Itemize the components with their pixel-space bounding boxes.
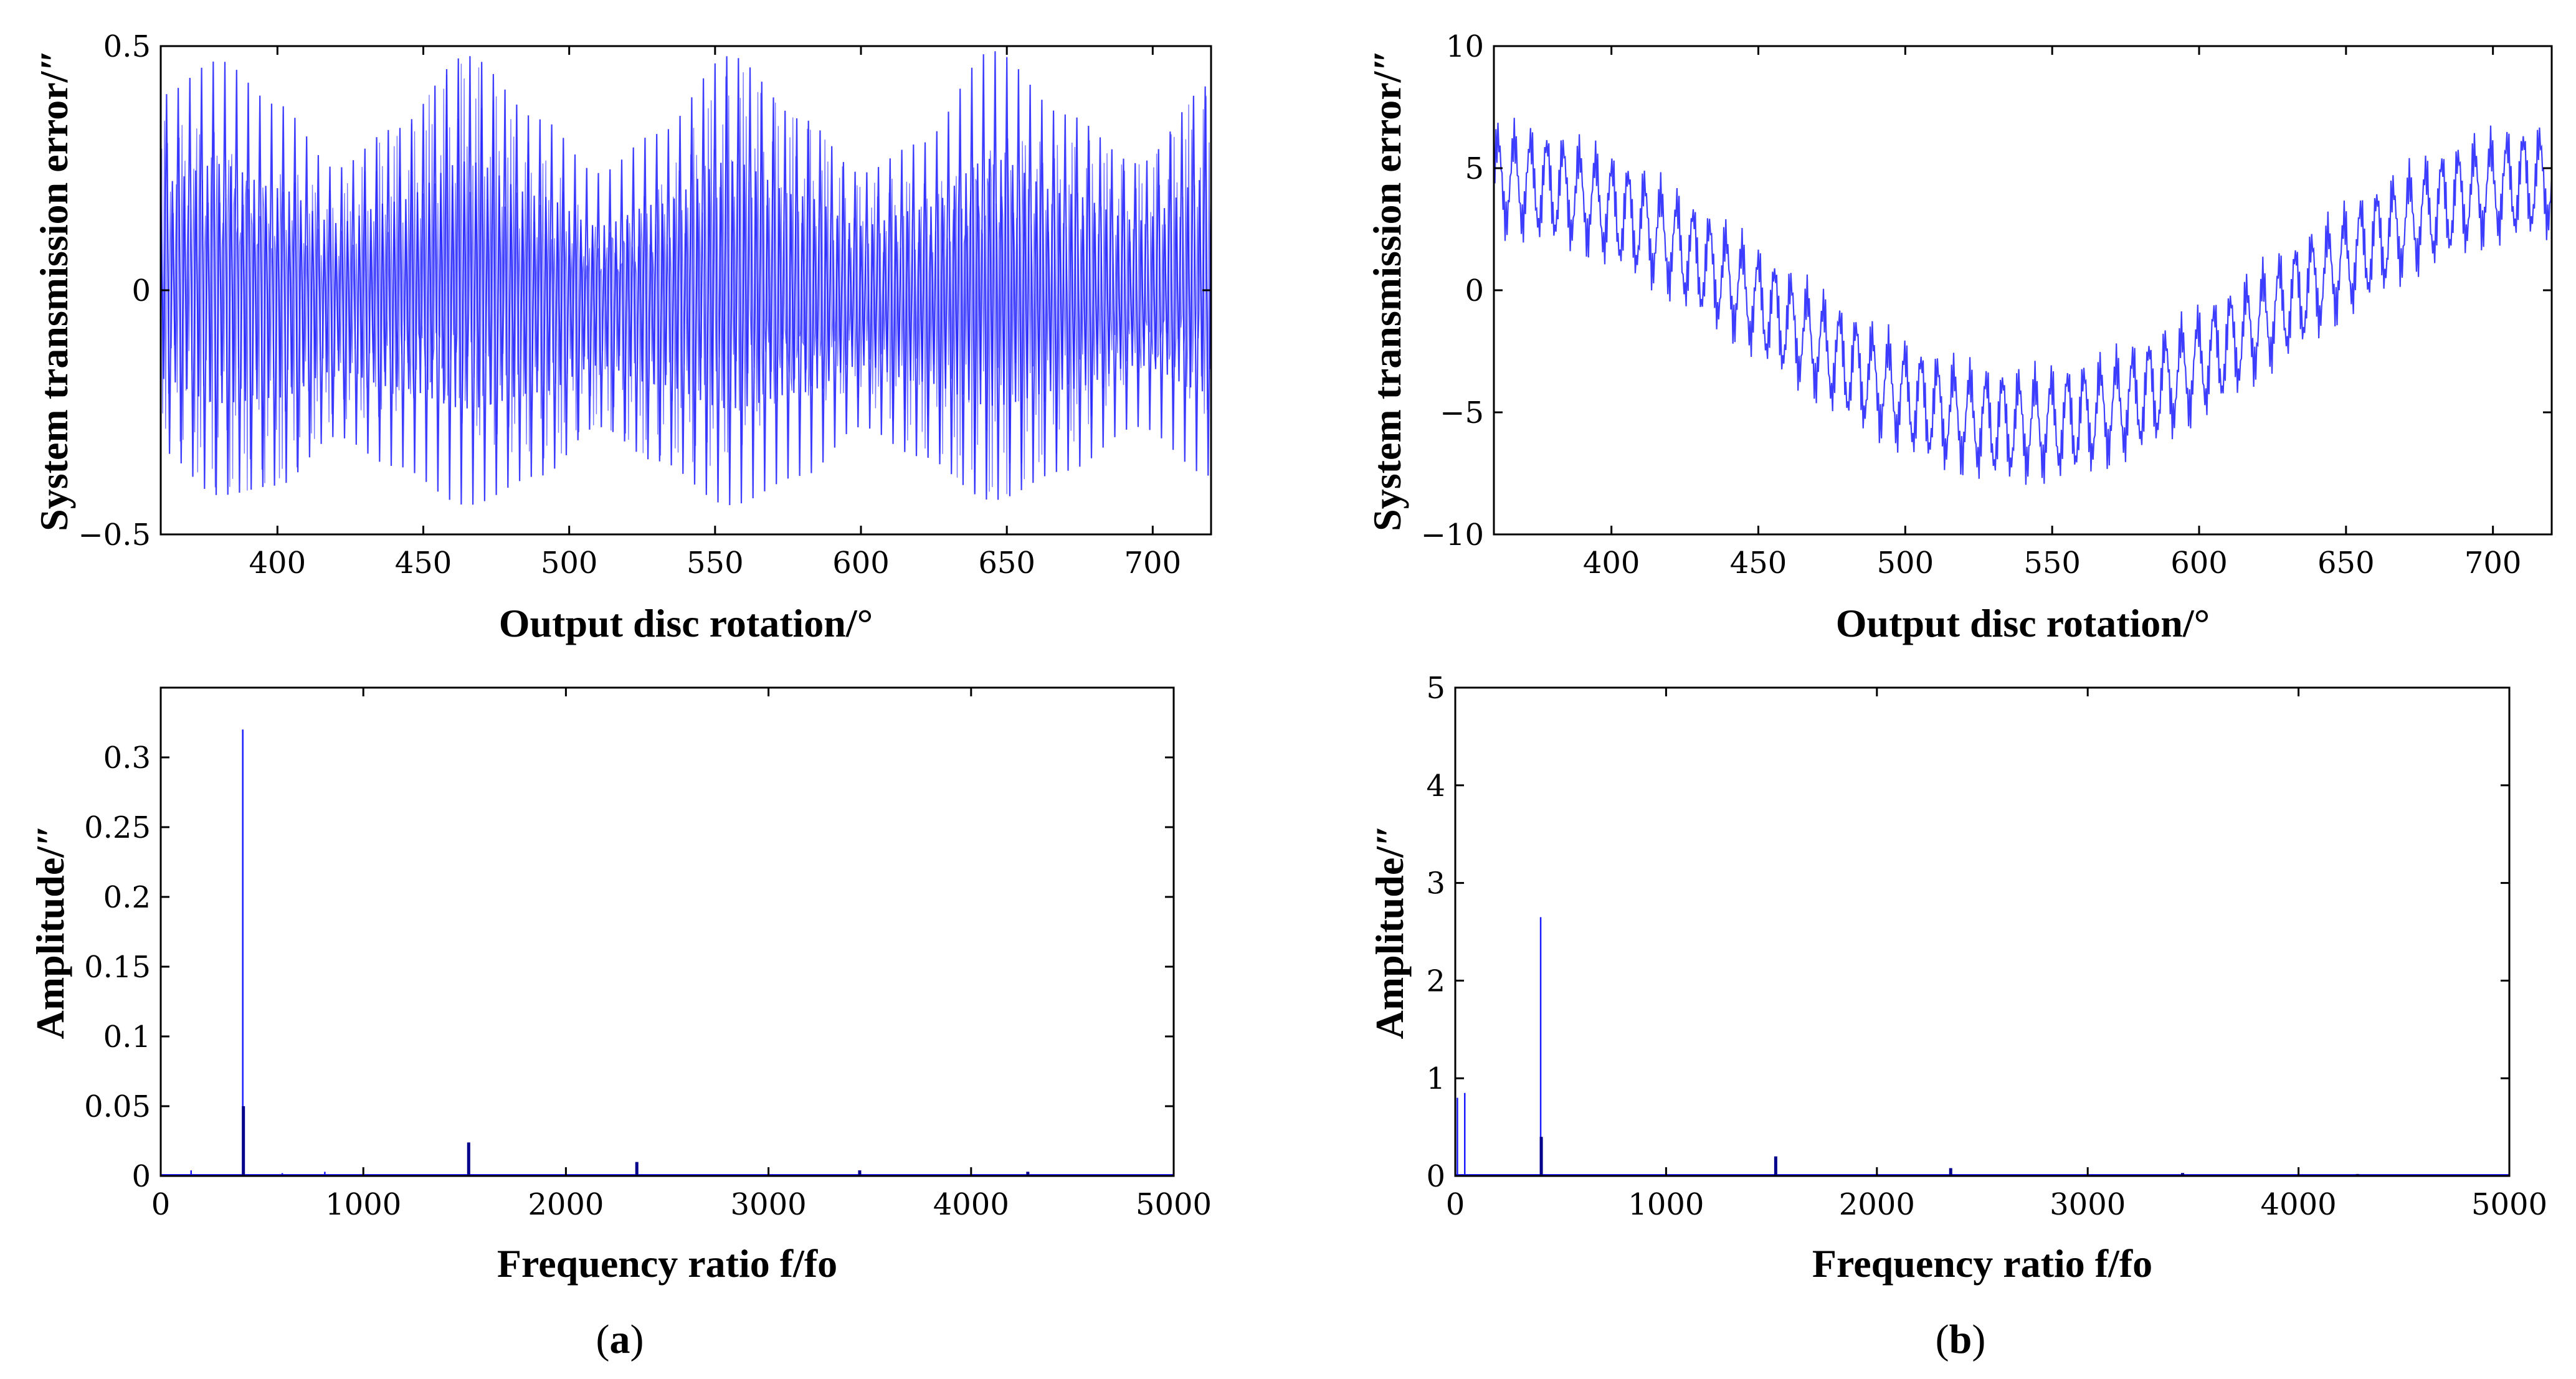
y-tick-label: 0.3 [103, 741, 151, 775]
series-group [1455, 917, 2509, 1176]
x-tick-label: 400 [249, 546, 307, 581]
y-axis-label-bottom-right: Amplitude/″ [1367, 825, 1412, 1040]
ticks-bottom-left: 0 1000 2000 3000 4000 5000 0 0.05 0.1 0.15 0.2 0.25… [84, 688, 1212, 1222]
x-tick-label: 1000 [325, 1187, 401, 1222]
x-axis-label-bottom-left: Frequency ratio f/fo [497, 1241, 837, 1286]
x-tick-label: 5000 [2471, 1187, 2547, 1222]
y-tick-label: 0 [131, 273, 151, 308]
plot-area-top-right [1494, 118, 2552, 485]
y-tick-label: 0 [1426, 1159, 1445, 1194]
x-tick-label: 700 [1124, 546, 1182, 581]
axes-frame-bottom-right [1454, 686, 2511, 1177]
y-tick-label: 0.5 [103, 29, 151, 64]
y-tick-label: 0.15 [84, 950, 151, 985]
y-tick-label: 0.25 [84, 810, 151, 845]
y-tick-label: 2 [1426, 964, 1445, 998]
y-tick-label: 0.1 [103, 1020, 151, 1054]
y-tick-label: 0 [131, 1159, 151, 1194]
panel-label-a: (a) [596, 1317, 644, 1362]
series-group [1494, 118, 2552, 485]
x-tick-label: 650 [978, 546, 1035, 581]
series-group [161, 729, 1174, 1176]
x-axis-label-bottom-right: Frequency ratio f/fo [1812, 1241, 2152, 1286]
series-line [1494, 118, 2552, 485]
x-tick-label: 4000 [2261, 1187, 2337, 1222]
x-tick-label: 600 [2170, 546, 2228, 581]
series-line [161, 51, 1211, 506]
x-tick-label: 550 [687, 546, 744, 581]
chart-bottom-left: 0 1000 2000 3000 4000 5000 0 0.05 0.1 0.15 0.2 0.25… [28, 686, 1212, 1286]
ticks-top-right: 400 450 500 550 600 650 700 −10 −5 0 5 10 [1421, 29, 2552, 581]
x-tick-label: 3000 [2050, 1187, 2126, 1222]
ticks-bottom-right: 0 1000 2000 3000 4000 5000 0 1 2 3 4 5 [1426, 671, 2547, 1222]
chart-top-left: 400 450 500 550 600 650 700 −0.5 0 0.5 Output dis… [32, 29, 1212, 645]
x-axis-label-top-right: Output disc rotation/° [1836, 601, 2210, 645]
x-axis-label-top-left: Output disc rotation/° [499, 601, 873, 645]
x-tick-label: 450 [395, 546, 452, 581]
x-tick-label: 550 [2023, 546, 2081, 581]
x-tick-label: 500 [541, 546, 598, 581]
x-tick-label: 4000 [933, 1187, 1009, 1222]
x-tick-label: 5000 [1136, 1187, 1212, 1222]
plot-area-bottom-right [1455, 917, 2509, 1176]
y-tick-label: −10 [1421, 518, 1484, 552]
x-tick-label: 500 [1877, 546, 1934, 581]
y-tick-label: 10 [1446, 29, 1484, 64]
x-tick-label: 600 [832, 546, 890, 581]
series-group [161, 51, 1211, 506]
y-tick-label: 5 [1465, 151, 1484, 186]
x-tick-label: 1000 [1628, 1187, 1704, 1222]
y-tick-label: 4 [1426, 769, 1445, 803]
y-tick-label: 0 [1465, 273, 1484, 308]
panel-label-b: (b) [1936, 1317, 1986, 1362]
axes-frame-bottom-left [159, 686, 1175, 1177]
y-tick-label: 3 [1426, 866, 1445, 901]
ticks-top-left: 400 450 500 550 600 650 700 −0.5 0 0.5 [78, 29, 1211, 581]
series-line-fine [161, 64, 1211, 495]
x-tick-label: 450 [1730, 546, 1787, 581]
axes-frame-top-right [1493, 45, 2553, 536]
x-tick-label: 400 [1583, 546, 1640, 581]
y-tick-label: 0.2 [103, 880, 151, 915]
y-axis-label-top-left: System transmission error/″ [32, 49, 76, 531]
x-tick-label: 650 [2317, 546, 2375, 581]
y-tick-label: −5 [1440, 396, 1484, 430]
chart-bottom-right: 0 1000 2000 3000 4000 5000 0 1 2 3 4 5 Frequency ra… [1367, 671, 2547, 1286]
chart-top-right: 400 450 500 550 600 650 700 −10 −5 0 5 10 Output di… [1365, 29, 2553, 645]
y-axis-label-bottom-left: Amplitude/″ [28, 825, 72, 1040]
x-tick-label: 700 [2464, 546, 2522, 581]
y-axis-label-top-right: System transmission error/″ [1365, 49, 1409, 531]
plot-area-bottom-left [161, 729, 1174, 1176]
y-tick-label: 5 [1426, 671, 1445, 706]
x-tick-label: 3000 [731, 1187, 807, 1222]
y-tick-label: −0.5 [78, 518, 151, 552]
x-tick-label: 0 [1446, 1187, 1465, 1222]
x-tick-label: 0 [151, 1187, 171, 1222]
x-tick-label: 2000 [528, 1187, 604, 1222]
y-tick-label: 1 [1426, 1061, 1445, 1096]
y-tick-label: 0.05 [84, 1089, 151, 1124]
x-tick-label: 2000 [1839, 1187, 1915, 1222]
plot-area-top-left [161, 51, 1211, 506]
